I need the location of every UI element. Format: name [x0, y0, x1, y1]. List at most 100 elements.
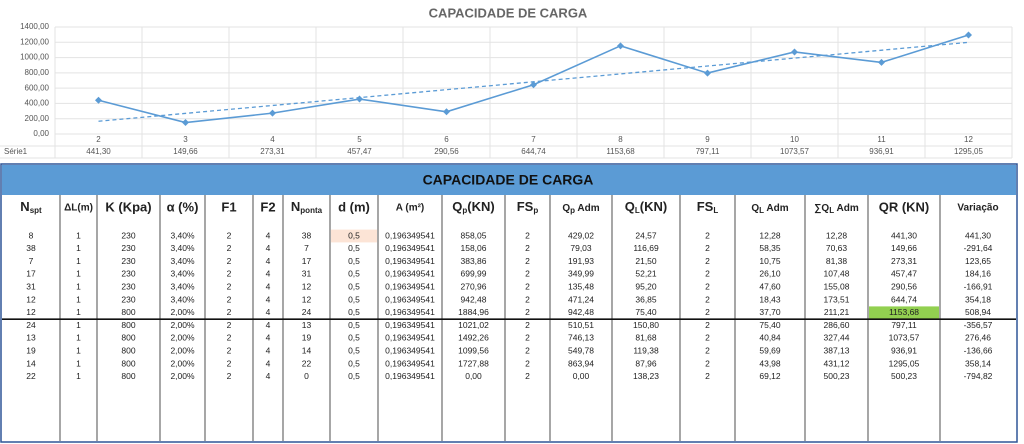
- table-cell: 2: [227, 294, 232, 304]
- table-cell: 2: [705, 371, 710, 381]
- table-cell: 22: [302, 358, 312, 368]
- column-header: K (Kpa): [105, 199, 151, 214]
- table-cell: 349,99: [568, 269, 594, 279]
- table-cell: 0,5: [348, 320, 360, 330]
- header-part: L: [829, 206, 834, 215]
- table-cell: 1: [76, 294, 81, 304]
- table-cell: 70,63: [826, 243, 848, 253]
- table-cell: 441,30: [965, 230, 991, 240]
- table-cell: 184,16: [965, 269, 991, 279]
- header-part: spt: [30, 206, 42, 215]
- table-cell: 1: [76, 281, 81, 291]
- table-cell: 12,28: [826, 230, 848, 240]
- table-cell: 1: [76, 269, 81, 279]
- table-cell: 0,196349541: [385, 256, 435, 266]
- table-cell: 119,38: [633, 345, 659, 355]
- table-cell: 1: [76, 345, 81, 355]
- point-marker: [965, 31, 972, 39]
- table-cell: 0,196349541: [385, 333, 435, 343]
- table-cell: 549,78: [568, 345, 594, 355]
- table-cell: 69,12: [759, 371, 781, 381]
- table-cell: 510,51: [568, 320, 594, 330]
- table-cell: 38: [302, 230, 312, 240]
- table-cell: 276,46: [965, 333, 991, 343]
- column-header: α (%): [167, 199, 199, 214]
- table-cell: 75,40: [759, 320, 781, 330]
- table-cell: 863,94: [568, 358, 594, 368]
- point-marker: [617, 42, 624, 50]
- table-cell: 18,43: [759, 294, 781, 304]
- table-cell: 7: [29, 256, 34, 266]
- table-cell: 1: [76, 256, 81, 266]
- table-title: CAPACIDADE DE CARGA: [423, 172, 594, 188]
- point-marker: [443, 108, 450, 116]
- table-cell: 3,40%: [170, 281, 195, 291]
- table-cell: 0,196349541: [385, 269, 435, 279]
- table-cell: 0,5: [348, 345, 360, 355]
- table-cell: 0,196349541: [385, 294, 435, 304]
- table-cell: 230: [121, 281, 135, 291]
- y-tick-label: 800,00: [25, 68, 50, 77]
- header-part: p: [533, 206, 538, 215]
- table-cell: -291,64: [964, 243, 993, 253]
- table-cell: 354,18: [965, 294, 991, 304]
- table-cell: 441,30: [891, 230, 917, 240]
- header-part: (KN): [640, 199, 667, 214]
- column-header: FSp: [517, 199, 539, 215]
- table-cell: 1: [76, 243, 81, 253]
- table-cell: 327,44: [824, 333, 850, 343]
- table-cell: 2: [227, 358, 232, 368]
- data-table-value: 1073,57: [780, 147, 809, 156]
- table-cell: 2: [525, 230, 530, 240]
- table-cell: 0: [304, 371, 309, 381]
- table-cell: 0,196349541: [385, 243, 435, 253]
- table-cell: 24: [26, 320, 36, 330]
- table-cell: 230: [121, 230, 135, 240]
- x-tick-label: 8: [618, 135, 623, 144]
- table-cell: 2,00%: [170, 320, 195, 330]
- table-cell: 1021,02: [458, 320, 489, 330]
- table-cell: -166,91: [964, 281, 993, 291]
- table-cell: 75,40: [635, 307, 657, 317]
- table-cell: -794,82: [964, 371, 993, 381]
- table-cell: 431,12: [824, 358, 850, 368]
- table-cell: 2,00%: [170, 307, 195, 317]
- table-cell: 0,196349541: [385, 230, 435, 240]
- table-cell: 2,00%: [170, 333, 195, 343]
- column-header: F1: [221, 199, 236, 214]
- y-tick-label: 1400,00: [20, 22, 49, 31]
- table-cell: 135,48: [568, 281, 594, 291]
- table-cell: 1884,96: [458, 307, 489, 317]
- table-cell: 14: [302, 345, 312, 355]
- table-cell: 0,5: [348, 243, 360, 253]
- header-part: Q: [562, 203, 570, 214]
- column-header: QL(KN): [625, 199, 667, 215]
- y-tick-label: 0,00: [33, 129, 49, 138]
- x-tick-label: 6: [444, 135, 449, 144]
- header-part: N: [20, 199, 29, 214]
- header-part: p: [570, 206, 575, 215]
- table-cell: 800: [121, 320, 135, 330]
- table-cell: 2: [227, 345, 232, 355]
- point-marker: [791, 48, 798, 56]
- table-cell: 2: [227, 320, 232, 330]
- header-part: (KN): [467, 199, 494, 214]
- table-cell: 7: [304, 243, 309, 253]
- table-cell: 0,196349541: [385, 320, 435, 330]
- table-cell: 699,99: [461, 269, 487, 279]
- table-cell: 2: [525, 333, 530, 343]
- header-part: Adm: [575, 203, 600, 214]
- table-cell: 797,11: [891, 320, 917, 330]
- table-cell: 2: [525, 345, 530, 355]
- table-cell: 858,05: [461, 230, 487, 240]
- table-cell: 4: [266, 307, 271, 317]
- table-cell: 4: [266, 358, 271, 368]
- table-cell: 2: [227, 333, 232, 343]
- table-cell: 13: [302, 320, 312, 330]
- header-part: Adm: [764, 203, 789, 214]
- table-cell: 31: [26, 281, 36, 291]
- table-cell: 942,48: [461, 294, 487, 304]
- table-cell: 508,94: [965, 307, 991, 317]
- table-cell: 0,00: [573, 371, 590, 381]
